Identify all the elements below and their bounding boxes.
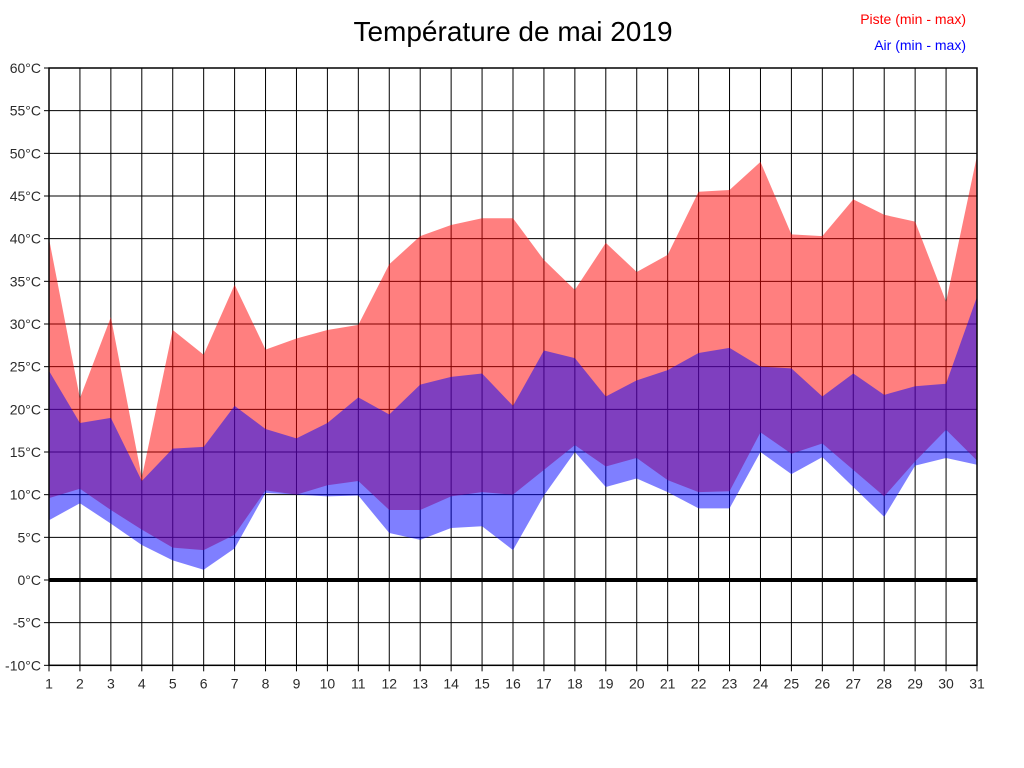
x-tick-label: 22	[691, 675, 707, 691]
x-tick-label: 21	[660, 675, 676, 691]
y-tick-label: 0°C	[18, 572, 42, 588]
chart-title: Température de mai 2019	[353, 16, 673, 47]
y-tick-label: 5°C	[18, 529, 42, 545]
x-tick-label: 19	[598, 675, 614, 691]
y-tick-label: 40°C	[10, 231, 41, 247]
x-tick-label: 1	[45, 675, 53, 691]
air-band	[49, 296, 977, 570]
x-tick-label: 15	[474, 675, 490, 691]
x-tick-label: 4	[138, 675, 146, 691]
x-tick-label: 6	[200, 675, 208, 691]
legend-item-air: Air (min - max)	[874, 37, 966, 53]
y-tick-label: 35°C	[10, 273, 41, 289]
x-tick-label: 30	[938, 675, 954, 691]
x-tick-label: 8	[262, 675, 270, 691]
y-tick-label: 50°C	[10, 145, 41, 161]
x-tick-label: 24	[753, 675, 769, 691]
x-tick-label: 14	[443, 675, 459, 691]
x-tick-label: 7	[231, 675, 239, 691]
chart-legend: Piste (min - max) Air (min - max)	[860, 6, 966, 58]
x-tick-label: 3	[107, 675, 115, 691]
x-tick-label: 31	[969, 675, 985, 691]
x-tick-label: 23	[722, 675, 738, 691]
x-tick-label: 9	[293, 675, 301, 691]
y-tick-label: 45°C	[10, 188, 41, 204]
y-tick-label: 20°C	[10, 401, 41, 417]
x-tick-label: 2	[76, 675, 84, 691]
x-tick-label: 13	[412, 675, 428, 691]
y-tick-label: -10°C	[5, 657, 41, 673]
x-tick-label: 16	[505, 675, 521, 691]
x-tick-label: 12	[381, 675, 397, 691]
x-tick-label: 29	[907, 675, 923, 691]
x-tick-label: 11	[351, 675, 366, 691]
legend-item-piste: Piste (min - max)	[860, 11, 966, 27]
x-tick-label: 10	[320, 675, 336, 691]
x-tick-label: 17	[536, 675, 552, 691]
y-tick-label: 30°C	[10, 316, 41, 332]
y-tick-label: -5°C	[13, 615, 41, 631]
x-tick-label: 26	[815, 675, 831, 691]
y-axis-labels: 60°C 55°C 50°C 45°C 40°C 35°C 30°C 25°C 20°C 15°C…	[5, 60, 41, 673]
x-tick-label: 27	[845, 675, 861, 691]
x-axis-labels: 1 2 3 4 5 6 7 8 9 10 11 12 13 14 15 16 17 18 19 20 21 22 23 24 2…	[45, 675, 985, 691]
x-tick-label: 18	[567, 675, 583, 691]
x-tick-label: 5	[169, 675, 177, 691]
axis-ticks	[44, 67, 978, 672]
x-tick-label: 28	[876, 675, 892, 691]
x-tick-label: 20	[629, 675, 645, 691]
y-tick-label: 25°C	[10, 359, 41, 375]
y-tick-label: 15°C	[10, 444, 41, 460]
x-tick-label: 25	[784, 675, 800, 691]
y-tick-label: 60°C	[10, 60, 41, 76]
y-tick-label: 10°C	[10, 487, 41, 503]
y-tick-label: 55°C	[10, 103, 41, 119]
